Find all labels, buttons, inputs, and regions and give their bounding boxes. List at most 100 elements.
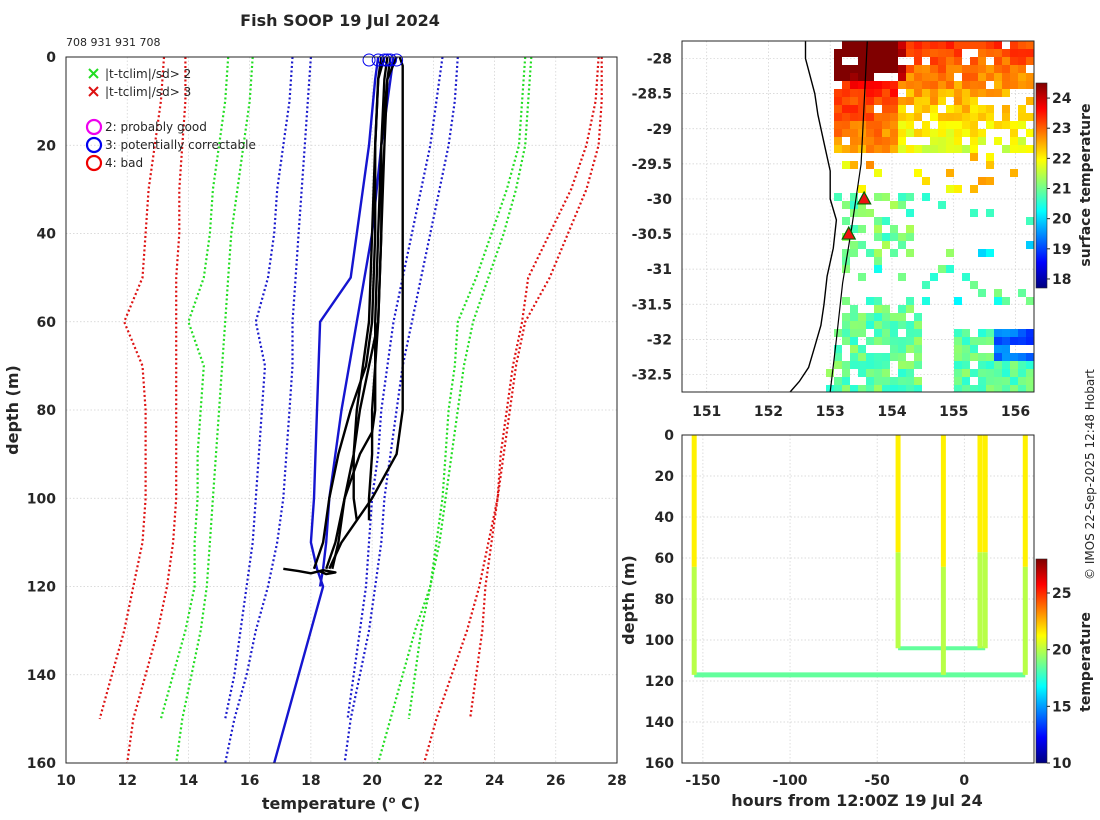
- sst-cell: [874, 233, 882, 241]
- sst-cell: [962, 73, 970, 81]
- sst-cell: [890, 233, 898, 241]
- sst-colorbar-tick-label: 18: [1052, 272, 1071, 288]
- sst-cell: [858, 321, 866, 329]
- sst-cell: [1018, 337, 1026, 345]
- sst-cell: [1026, 377, 1034, 385]
- sst-cell: [986, 65, 994, 73]
- sst-cell: [866, 385, 874, 392]
- station-marker: [841, 225, 857, 240]
- sst-cell: [914, 105, 922, 113]
- time-xtick-label: -50: [865, 773, 891, 789]
- climatology-line-blue-left-2: [224, 57, 312, 763]
- sst-cell: [874, 377, 882, 385]
- map-ytick-label: -28.5: [632, 87, 672, 103]
- sst-cell: [954, 97, 962, 105]
- sst-cell: [970, 89, 978, 97]
- sst-cell: [850, 145, 858, 153]
- sst-cell: [834, 97, 842, 105]
- sst-cell: [874, 113, 882, 121]
- sst-cell: [994, 89, 1002, 97]
- sst-cell: [1010, 73, 1018, 81]
- sst-cell: [914, 57, 922, 65]
- sst-cell: [1010, 49, 1018, 57]
- sst-colorbar-tick-label: 23: [1052, 121, 1071, 137]
- sst-cell: [842, 161, 850, 169]
- sst-cell: [970, 129, 978, 137]
- map-xtick-label: 153: [816, 404, 845, 420]
- sst-cell: [938, 81, 946, 89]
- sst-cell: [1002, 73, 1010, 81]
- sst-cell: [858, 81, 866, 89]
- sst-cell: [938, 113, 946, 121]
- sst-cell: [842, 121, 850, 129]
- sst-cell: [1010, 129, 1018, 137]
- sst-cell: [842, 65, 850, 73]
- ytick-label: 0: [46, 50, 56, 66]
- sst-cell: [906, 305, 914, 313]
- sst-cell: [986, 89, 994, 97]
- sst-cell: [986, 177, 994, 185]
- sst-cell: [898, 97, 906, 105]
- sst-cell: [970, 209, 978, 217]
- sst-cell: [866, 65, 874, 73]
- sst-cell: [906, 129, 914, 137]
- sst-cell: [962, 81, 970, 89]
- map-ticks: 151 152 153 154 155 156 -28 -28.5 -29 -29.5 -30 -30…: [632, 52, 1030, 420]
- sst-cell: [906, 89, 914, 97]
- sst-cell: [946, 65, 954, 73]
- profile-line-8: [325, 57, 389, 570]
- sst-cell: [906, 81, 914, 89]
- sst-cell: [970, 65, 978, 73]
- sst-cell: [1018, 145, 1026, 153]
- sst-cell: [922, 41, 930, 49]
- sst-cell: [842, 329, 850, 337]
- sst-cell: [1002, 121, 1010, 129]
- ytick-label: 160: [27, 756, 56, 772]
- sst-cell: [834, 121, 842, 129]
- sst-cell: [834, 73, 842, 81]
- climatology-line-blue-right-2: [343, 57, 459, 763]
- sst-cell: [970, 81, 978, 89]
- sst-cell: [826, 369, 834, 377]
- sst-cell: [970, 41, 978, 49]
- climatology-line-red-right-2: [423, 57, 603, 763]
- temperature-colorbar-label: temperature: [1078, 612, 1094, 712]
- sst-cell: [930, 41, 938, 49]
- sst-cell: [882, 97, 890, 105]
- profile-line-7: [312, 57, 383, 570]
- sst-cell: [1010, 145, 1018, 153]
- sst-cell: [978, 41, 986, 49]
- sst-cell: [874, 337, 882, 345]
- time-ytick-label: 120: [645, 674, 674, 690]
- sst-cell: [970, 337, 978, 345]
- sst-cell: [850, 129, 858, 137]
- time-ylabel: depth (m): [619, 555, 638, 645]
- sst-cell: [866, 121, 874, 129]
- ytick-label: 120: [27, 580, 56, 596]
- sst-cell: [962, 41, 970, 49]
- sst-cell: [858, 329, 866, 337]
- sst-cell: [898, 273, 906, 281]
- sst-cell: [930, 89, 938, 97]
- sst-cell: [906, 329, 914, 337]
- sst-cell: [898, 321, 906, 329]
- sst-cell: [1010, 41, 1018, 49]
- sst-cell: [858, 129, 866, 137]
- sst-cell: [1002, 81, 1010, 89]
- xtick-label: 16: [240, 773, 259, 789]
- sst-cell: [858, 313, 866, 321]
- sst-cell: [874, 97, 882, 105]
- ytick-label: 60: [37, 315, 57, 331]
- sst-cell: [866, 377, 874, 385]
- time-xtick-label: -150: [685, 773, 720, 789]
- sst-cell: [906, 145, 914, 153]
- sst-cell: [834, 105, 842, 113]
- profile-line-6: [328, 57, 404, 570]
- map-xtick-label: 155: [939, 404, 968, 420]
- sst-cell: [954, 89, 962, 97]
- sst-cell: [1010, 81, 1018, 89]
- sst-cell: [834, 57, 842, 65]
- sst-cell: [922, 177, 930, 185]
- legend-x-marker: [88, 86, 99, 97]
- sst-colorbar-ticks: 18 19 20 21 22 23 24: [1047, 91, 1072, 288]
